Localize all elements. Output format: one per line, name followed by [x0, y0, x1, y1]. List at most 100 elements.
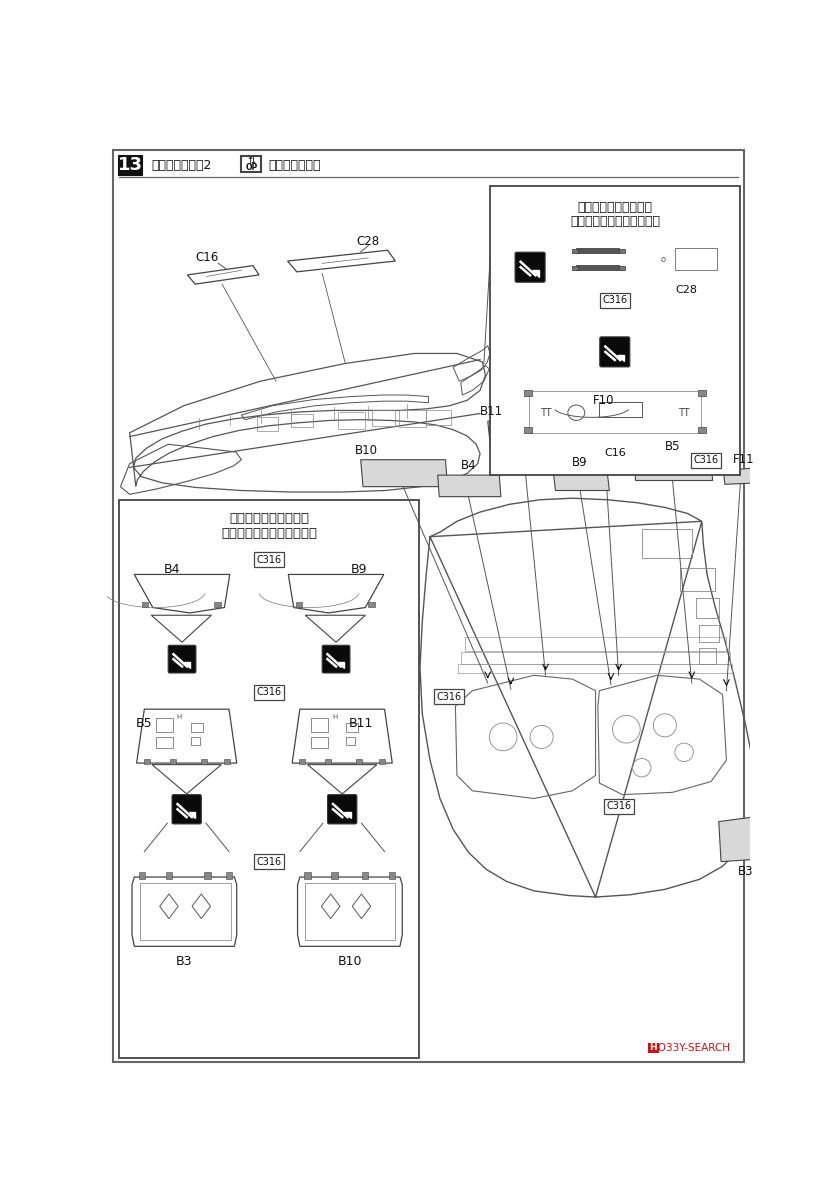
Bar: [242, 156, 262, 173]
Polygon shape: [438, 475, 501, 497]
Text: C28: C28: [357, 234, 380, 247]
Bar: [390, 872, 395, 878]
Bar: [465, 637, 726, 650]
Bar: [372, 410, 395, 426]
Bar: [257, 418, 278, 431]
Bar: [369, 602, 375, 607]
Bar: [191, 737, 200, 744]
FancyBboxPatch shape: [172, 794, 201, 824]
Polygon shape: [189, 812, 195, 818]
Bar: [142, 602, 148, 607]
Text: B5: B5: [136, 716, 152, 730]
Bar: [356, 760, 362, 764]
Bar: [681, 568, 715, 590]
Text: B5: B5: [665, 440, 681, 454]
Text: グレー部分をカットします: グレー部分をカットします: [570, 215, 660, 228]
Text: C316: C316: [606, 802, 631, 811]
FancyBboxPatch shape: [515, 252, 545, 282]
Polygon shape: [723, 468, 759, 485]
Bar: [119, 499, 419, 1058]
Bar: [528, 391, 701, 433]
Text: C316: C316: [257, 554, 282, 565]
Bar: [619, 250, 624, 252]
FancyBboxPatch shape: [599, 337, 630, 367]
Bar: [155, 719, 173, 732]
Text: C316: C316: [602, 295, 627, 305]
Polygon shape: [553, 472, 609, 491]
Text: B10: B10: [338, 955, 362, 968]
Bar: [299, 760, 305, 764]
Text: 脚カバーを閉じる際は: 脚カバーを閉じる際は: [229, 511, 309, 524]
Polygon shape: [532, 270, 539, 277]
FancyBboxPatch shape: [322, 646, 350, 673]
Bar: [346, 724, 359, 732]
Bar: [331, 872, 338, 878]
Bar: [226, 872, 232, 878]
Polygon shape: [573, 409, 635, 433]
Text: B9: B9: [573, 456, 588, 468]
Bar: [522, 385, 707, 439]
FancyBboxPatch shape: [328, 794, 357, 824]
Polygon shape: [487, 421, 559, 443]
Bar: [572, 266, 578, 270]
Bar: [400, 410, 426, 427]
Bar: [311, 719, 329, 732]
Bar: [576, 248, 619, 253]
Polygon shape: [338, 661, 344, 667]
Bar: [576, 265, 619, 270]
Text: グレー部分をカットします: グレー部分をカットします: [221, 527, 317, 540]
Bar: [201, 760, 206, 764]
Text: OP: OP: [245, 163, 257, 173]
Bar: [362, 872, 369, 878]
Polygon shape: [617, 354, 624, 361]
Bar: [700, 625, 719, 642]
Text: H: H: [332, 714, 337, 720]
Bar: [304, 872, 311, 878]
Text: 脚カバー閉状態: 脚カバー閉状態: [268, 158, 321, 172]
Polygon shape: [360, 460, 448, 487]
Text: o: o: [660, 254, 665, 264]
Polygon shape: [344, 812, 351, 818]
Bar: [524, 426, 532, 433]
Bar: [214, 602, 221, 607]
Bar: [648, 1043, 659, 1054]
Text: B3: B3: [176, 955, 192, 968]
Bar: [155, 737, 173, 749]
Text: F10: F10: [593, 394, 614, 407]
Bar: [490, 186, 741, 475]
Bar: [191, 724, 203, 732]
Text: 脚部の組み立て2: 脚部の組み立て2: [151, 158, 212, 172]
Bar: [346, 737, 355, 744]
Text: 13: 13: [118, 156, 143, 174]
Bar: [139, 872, 145, 878]
Bar: [700, 648, 716, 664]
Polygon shape: [184, 661, 190, 667]
Bar: [572, 250, 578, 252]
Text: ⇅: ⇅: [247, 156, 256, 166]
Polygon shape: [719, 816, 767, 862]
Text: C316: C316: [436, 692, 461, 702]
Bar: [599, 402, 642, 418]
Text: TT: TT: [540, 408, 551, 418]
Bar: [461, 653, 731, 664]
Bar: [292, 414, 313, 427]
Bar: [524, 390, 532, 396]
Text: H: H: [176, 714, 181, 720]
Bar: [426, 409, 451, 425]
Text: B4: B4: [461, 460, 477, 473]
Bar: [698, 426, 706, 433]
Bar: [675, 248, 717, 270]
Bar: [380, 760, 385, 764]
Text: B11: B11: [349, 716, 373, 730]
Bar: [204, 872, 211, 878]
Bar: [296, 602, 302, 607]
Bar: [619, 266, 624, 270]
Text: 脚カバーを閉じる際は: 脚カバーを閉じる際は: [578, 202, 653, 215]
Text: C16: C16: [195, 252, 218, 264]
Bar: [696, 599, 719, 618]
Text: H: H: [650, 1044, 657, 1052]
Text: F11: F11: [733, 454, 755, 466]
Text: B3: B3: [738, 865, 753, 878]
Text: C28: C28: [675, 286, 697, 295]
Polygon shape: [624, 240, 729, 278]
